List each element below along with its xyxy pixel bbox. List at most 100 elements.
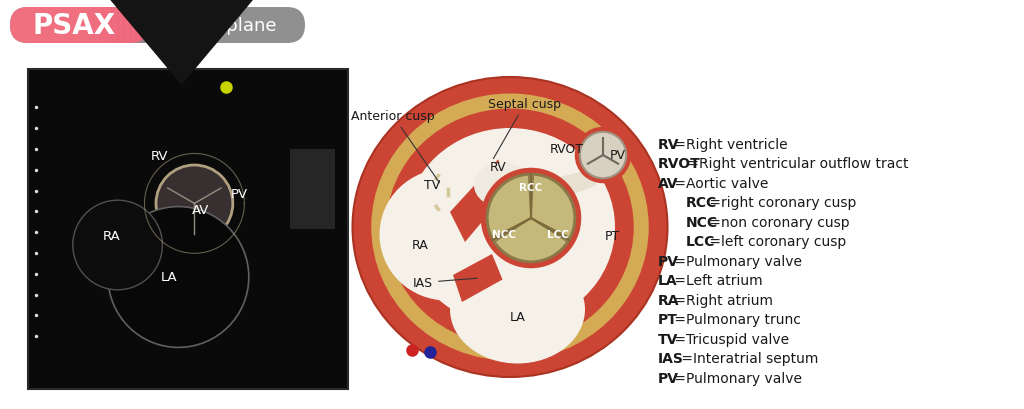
Text: RV: RV	[489, 161, 506, 174]
Bar	[117, 8, 119, 44]
Text: =Left atrium: =Left atrium	[671, 274, 763, 288]
Polygon shape	[0, 0, 397, 86]
Bar	[142, 8, 144, 44]
Bar	[132, 8, 133, 44]
Bar	[148, 8, 150, 44]
Bar	[84, 8, 85, 44]
Text: Anterior cusp: Anterior cusp	[351, 110, 439, 183]
FancyBboxPatch shape	[28, 70, 348, 389]
Bar	[106, 8, 108, 44]
Bar	[123, 8, 125, 44]
Bar	[137, 8, 139, 44]
Ellipse shape	[450, 256, 585, 364]
Bar	[101, 8, 103, 44]
Bar	[100, 8, 102, 44]
Circle shape	[73, 201, 163, 290]
Polygon shape	[453, 254, 503, 302]
Bar	[147, 8, 148, 44]
Circle shape	[480, 169, 582, 269]
Circle shape	[156, 166, 232, 242]
Text: PV: PV	[610, 149, 626, 162]
Bar	[128, 8, 129, 44]
Circle shape	[486, 174, 575, 263]
Bar	[115, 8, 117, 44]
Text: PSAX: PSAX	[33, 12, 116, 40]
Bar	[134, 8, 135, 44]
Bar	[110, 8, 112, 44]
Text: LA: LA	[510, 311, 525, 324]
Text: AV: AV	[658, 177, 679, 191]
Bar	[113, 8, 114, 44]
Bar	[86, 8, 87, 44]
Bar	[95, 8, 97, 44]
Bar	[140, 8, 141, 44]
Text: RCC: RCC	[519, 182, 543, 192]
Bar	[90, 8, 91, 44]
Ellipse shape	[352, 78, 668, 377]
Text: Septal cusp: Septal cusp	[488, 98, 561, 159]
Bar	[146, 8, 147, 44]
Text: =Pulmonary valve: =Pulmonary valve	[671, 254, 803, 268]
Bar	[121, 8, 122, 44]
Text: =Aortic valve: =Aortic valve	[671, 177, 769, 191]
Text: =Right ventricular outflow tract: =Right ventricular outflow tract	[683, 157, 908, 171]
Text: LCC: LCC	[686, 235, 716, 249]
Bar	[139, 8, 140, 44]
Bar	[87, 8, 89, 44]
Text: =Pulmonary valve: =Pulmonary valve	[671, 371, 803, 385]
Bar	[97, 8, 98, 44]
Text: AV: AV	[193, 204, 210, 217]
Text: LCC: LCC	[547, 229, 569, 239]
Ellipse shape	[386, 109, 634, 346]
Text: RV: RV	[658, 138, 680, 152]
Bar	[126, 8, 127, 44]
Text: PV: PV	[658, 254, 679, 268]
Bar	[122, 8, 124, 44]
Text: RA: RA	[658, 293, 680, 307]
Text: TV: TV	[424, 179, 440, 192]
Ellipse shape	[372, 94, 649, 361]
Text: RA: RA	[412, 239, 428, 252]
Bar	[81, 8, 83, 44]
Text: TV: TV	[658, 332, 678, 346]
Circle shape	[574, 128, 631, 184]
Text: RCC: RCC	[686, 196, 717, 210]
Ellipse shape	[474, 163, 531, 208]
Text: LA: LA	[161, 271, 177, 284]
Bar	[91, 8, 92, 44]
Bar	[94, 8, 96, 44]
Bar	[144, 8, 146, 44]
Bar	[129, 8, 131, 44]
Text: =left coronary cusp: =left coronary cusp	[705, 235, 846, 249]
Bar	[85, 8, 86, 44]
Text: PT: PT	[658, 313, 678, 327]
Bar	[109, 8, 111, 44]
Bar	[88, 8, 90, 44]
Text: NCC: NCC	[492, 229, 516, 239]
Bar	[112, 8, 113, 44]
Text: =Right atrium: =Right atrium	[671, 293, 773, 307]
Bar	[141, 8, 142, 44]
Text: LA: LA	[658, 274, 678, 288]
Text: IAS: IAS	[413, 276, 477, 289]
Bar	[93, 8, 94, 44]
Wedge shape	[531, 175, 574, 238]
Circle shape	[108, 207, 249, 348]
Text: RVOT: RVOT	[658, 157, 700, 171]
Wedge shape	[487, 175, 531, 238]
Bar	[119, 8, 120, 44]
Bar	[99, 8, 100, 44]
Bar	[82, 8, 84, 44]
Bar	[80, 8, 82, 44]
Bar	[116, 8, 118, 44]
Text: PV: PV	[658, 371, 679, 385]
Text: =right coronary cusp: =right coronary cusp	[705, 196, 856, 210]
Text: =Right ventricle: =Right ventricle	[671, 138, 788, 152]
Bar	[150, 8, 152, 44]
Text: PV: PV	[230, 188, 248, 201]
Bar	[92, 8, 93, 44]
Bar	[136, 8, 138, 44]
Text: =Interatrial septum: =Interatrial septum	[677, 352, 818, 366]
Bar	[98, 8, 99, 44]
Text: =non coronary cusp: =non coronary cusp	[705, 216, 849, 229]
